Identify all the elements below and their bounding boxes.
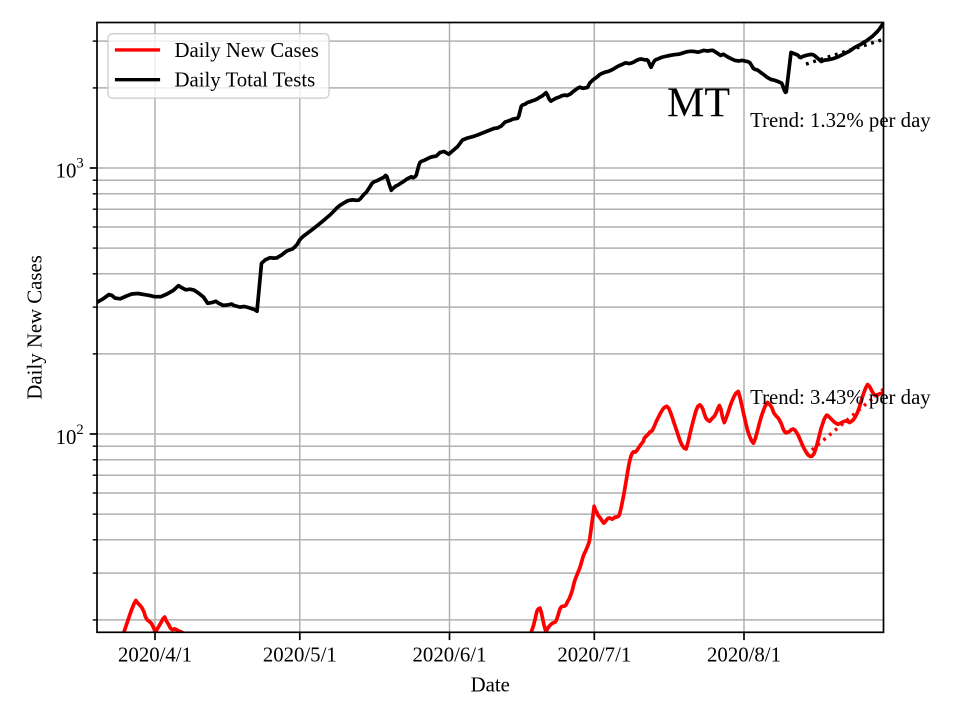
svg-text:Daily Total Tests: Daily Total Tests	[175, 69, 316, 92]
svg-text:Trend: 1.32% per day: Trend: 1.32% per day	[750, 109, 931, 132]
svg-text:2020/4/1: 2020/4/1	[118, 644, 192, 667]
svg-text:MT: MT	[667, 81, 730, 127]
svg-text:2020/7/1: 2020/7/1	[557, 644, 631, 667]
svg-text:102: 102	[56, 422, 84, 449]
svg-text:2020/6/1: 2020/6/1	[413, 644, 487, 667]
svg-text:Date: Date	[471, 674, 510, 697]
svg-text:2020/8/1: 2020/8/1	[707, 644, 781, 667]
svg-text:2020/5/1: 2020/5/1	[263, 644, 337, 667]
svg-text:Trend: 3.43% per day: Trend: 3.43% per day	[750, 386, 931, 409]
svg-text:Daily New Cases: Daily New Cases	[175, 39, 319, 62]
svg-text:Daily New Cases: Daily New Cases	[24, 255, 47, 399]
